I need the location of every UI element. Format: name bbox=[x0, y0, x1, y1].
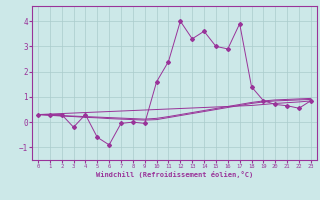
X-axis label: Windchill (Refroidissement éolien,°C): Windchill (Refroidissement éolien,°C) bbox=[96, 171, 253, 178]
